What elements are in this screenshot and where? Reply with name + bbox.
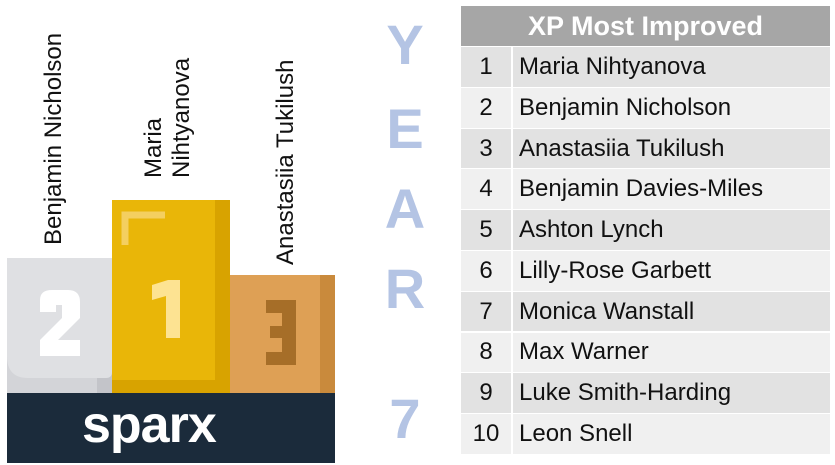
row-name: Benjamin Nicholson xyxy=(513,87,830,128)
row-name: Leon Snell xyxy=(513,414,830,454)
row-rank: 5 xyxy=(461,210,511,250)
leaderboard-table: XP Most Improved 1 Maria Nihtyanova 2 Be… xyxy=(461,6,830,454)
second-place-block xyxy=(7,258,112,393)
table-row: 4 Benjamin Davies-Miles xyxy=(461,169,830,210)
table-row: 6 Lilly-Rose Garbett xyxy=(461,251,830,291)
year-letter-r: R xyxy=(384,257,426,320)
row-rank: 4 xyxy=(461,169,511,210)
row-rank: 2 xyxy=(461,87,511,128)
table-title: XP Most Improved xyxy=(461,6,830,46)
table-row: 10 Leon Snell xyxy=(461,414,830,454)
podium-blocks xyxy=(7,200,335,463)
row-rank: 6 xyxy=(461,251,511,291)
row-rank: 9 xyxy=(461,373,511,414)
table-row: 7 Monica Wanstall xyxy=(461,291,830,332)
row-rank: 7 xyxy=(461,291,511,332)
podium-graphic: Benjamin Nicholson Maria Nihtyanova Anas… xyxy=(0,0,340,465)
third-place-block xyxy=(230,275,335,393)
row-rank: 10 xyxy=(461,414,511,454)
row-name: Luke Smith-Harding xyxy=(513,373,830,414)
table-row: 2 Benjamin Nicholson xyxy=(461,87,830,128)
row-name: Lilly-Rose Garbett xyxy=(513,251,830,291)
podium-base xyxy=(7,393,335,463)
row-name: Maria Nihtyanova xyxy=(513,47,830,87)
table-row: 5 Ashton Lynch xyxy=(461,210,830,250)
table-row: 1 Maria Nihtyanova xyxy=(461,47,830,87)
row-name: Max Warner xyxy=(513,332,830,373)
first-place-block xyxy=(112,200,230,393)
row-name: Monica Wanstall xyxy=(513,291,830,332)
row-name: Benjamin Davies-Miles xyxy=(513,169,830,210)
sparx-logo: sparx xyxy=(82,396,217,454)
row-rank: 1 xyxy=(461,47,511,87)
row-rank: 8 xyxy=(461,332,511,373)
year-number: 7 xyxy=(389,387,421,450)
year-letter-y: Y xyxy=(386,13,424,76)
table-row: 9 Luke Smith-Harding xyxy=(461,373,830,414)
row-name: Ashton Lynch xyxy=(513,210,830,250)
year-letter-e: E xyxy=(386,97,424,160)
row-rank: 3 xyxy=(461,128,511,169)
table-row: 3 Anastasiia Tukilush xyxy=(461,128,830,169)
row-name: Anastasiia Tukilush xyxy=(513,128,830,169)
year-label: Y E A R 7 xyxy=(375,10,435,460)
table-row: 8 Max Warner xyxy=(461,332,830,373)
year-letter-a: A xyxy=(384,177,426,240)
